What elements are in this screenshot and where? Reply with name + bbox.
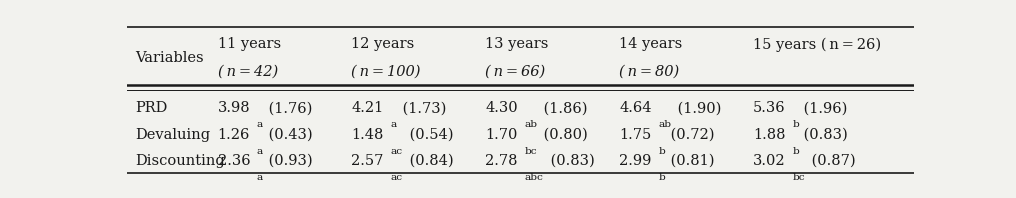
Text: (0.87): (0.87) — [807, 154, 855, 168]
Text: ( n = 80): ( n = 80) — [619, 65, 680, 79]
Text: 4.21: 4.21 — [352, 101, 384, 115]
Text: ( n = 66): ( n = 66) — [486, 65, 546, 79]
Text: (1.76): (1.76) — [264, 101, 312, 115]
Text: 3.98: 3.98 — [217, 101, 250, 115]
Text: 3.02: 3.02 — [753, 154, 785, 168]
Text: ( n = 100): ( n = 100) — [352, 65, 421, 79]
Text: 4.64: 4.64 — [619, 101, 651, 115]
Text: ac: ac — [391, 173, 403, 182]
Text: 14 years: 14 years — [619, 37, 683, 51]
Text: 1.26: 1.26 — [217, 128, 250, 142]
Text: Variables: Variables — [135, 51, 203, 65]
Text: 1.75: 1.75 — [619, 128, 651, 142]
Text: a: a — [257, 147, 263, 156]
Text: (0.80): (0.80) — [538, 128, 587, 142]
Text: (1.90): (1.90) — [673, 101, 721, 115]
Text: 1.48: 1.48 — [352, 128, 384, 142]
Text: 2.57: 2.57 — [352, 154, 384, 168]
Text: (0.81): (0.81) — [665, 154, 714, 168]
Text: Devaluing: Devaluing — [135, 128, 210, 142]
Text: 1.88: 1.88 — [753, 128, 785, 142]
Text: 4.30: 4.30 — [486, 101, 518, 115]
Text: (0.84): (0.84) — [405, 154, 453, 168]
Text: bc: bc — [792, 173, 805, 182]
Text: Discounting: Discounting — [135, 154, 225, 168]
Text: b: b — [792, 147, 800, 156]
Text: a: a — [391, 120, 397, 129]
Text: bc: bc — [524, 147, 537, 156]
Text: b: b — [658, 173, 665, 182]
Text: (0.93): (0.93) — [264, 154, 313, 168]
Text: b: b — [658, 147, 665, 156]
Text: 13 years: 13 years — [486, 37, 549, 51]
Text: 1.70: 1.70 — [486, 128, 517, 142]
Text: 15 years ( n = 26): 15 years ( n = 26) — [753, 37, 881, 51]
Text: (0.54): (0.54) — [405, 128, 453, 142]
Text: 12 years: 12 years — [352, 37, 415, 51]
Text: ab: ab — [524, 120, 537, 129]
Text: PRD: PRD — [135, 101, 168, 115]
Text: b: b — [792, 120, 800, 129]
Text: a: a — [257, 120, 263, 129]
Text: ab: ab — [658, 120, 672, 129]
Text: 11 years: 11 years — [217, 37, 280, 51]
Text: (1.73): (1.73) — [398, 101, 446, 115]
Text: (0.83): (0.83) — [800, 128, 848, 142]
Text: (1.86): (1.86) — [538, 101, 587, 115]
Text: 2.78: 2.78 — [486, 154, 518, 168]
Text: ( n = 42): ( n = 42) — [217, 65, 277, 79]
Text: (0.83): (0.83) — [546, 154, 594, 168]
Text: a: a — [257, 173, 263, 182]
Text: (0.72): (0.72) — [665, 128, 714, 142]
Text: (1.96): (1.96) — [800, 101, 847, 115]
Text: abc: abc — [524, 173, 544, 182]
Text: (0.43): (0.43) — [264, 128, 313, 142]
Text: ac: ac — [391, 147, 403, 156]
Text: 2.36: 2.36 — [217, 154, 250, 168]
Text: 5.36: 5.36 — [753, 101, 785, 115]
Text: 2.99: 2.99 — [619, 154, 651, 168]
